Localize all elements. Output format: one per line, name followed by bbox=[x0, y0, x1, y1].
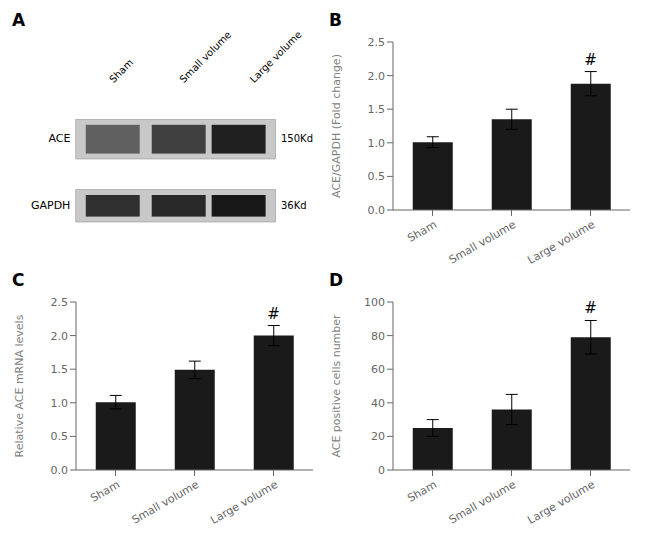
svg-text:Large volume: Large volume bbox=[208, 478, 280, 527]
svg-text:0.0: 0.0 bbox=[368, 204, 386, 217]
svg-text:Large volume: Large volume bbox=[248, 29, 304, 85]
svg-text:60: 60 bbox=[371, 363, 385, 376]
svg-text:ACE positive cells number: ACE positive cells number bbox=[330, 314, 343, 458]
svg-text:100: 100 bbox=[364, 296, 385, 309]
svg-text:#: # bbox=[584, 51, 597, 69]
svg-text:2.5: 2.5 bbox=[368, 36, 386, 49]
svg-text:GAPDH: GAPDH bbox=[31, 199, 70, 212]
html-text:B: B bbox=[329, 10, 342, 30]
svg-text:Relative ACE mRNA levels: Relative ACE mRNA levels bbox=[13, 314, 26, 457]
html-text:C: C bbox=[12, 270, 25, 290]
svg-text:Sham: Sham bbox=[405, 218, 439, 245]
svg-text:0: 0 bbox=[378, 464, 385, 477]
svg-text:2.0: 2.0 bbox=[368, 70, 386, 83]
svg-text:80: 80 bbox=[371, 330, 385, 343]
svg-text:1.0: 1.0 bbox=[368, 137, 386, 150]
svg-text:2.5: 2.5 bbox=[51, 296, 69, 309]
svg-text:0.5: 0.5 bbox=[51, 430, 69, 443]
svg-text:150Kd: 150Kd bbox=[281, 133, 313, 144]
html-text:D: D bbox=[329, 270, 344, 290]
svg-text:#: # bbox=[584, 299, 597, 317]
svg-text:ACE: ACE bbox=[48, 132, 70, 145]
svg-text:2.0: 2.0 bbox=[51, 330, 69, 343]
svg-text:Small volume: Small volume bbox=[177, 29, 233, 85]
svg-text:Sham: Sham bbox=[88, 478, 122, 505]
svg-text:1.5: 1.5 bbox=[368, 103, 386, 116]
svg-text:Sham: Sham bbox=[107, 57, 135, 85]
svg-text:#: # bbox=[267, 305, 280, 323]
svg-text:20: 20 bbox=[371, 430, 385, 443]
svg-text:Sham: Sham bbox=[405, 478, 439, 505]
svg-text:1.0: 1.0 bbox=[51, 397, 69, 410]
svg-text:1.5: 1.5 bbox=[51, 363, 69, 376]
svg-text:40: 40 bbox=[371, 397, 385, 410]
svg-text:ACE/GAPDH (Fold change): ACE/GAPDH (Fold change) bbox=[330, 54, 343, 198]
svg-text:Small volume: Small volume bbox=[447, 218, 518, 267]
svg-text:Small volume: Small volume bbox=[447, 478, 518, 527]
svg-text:Large volume: Large volume bbox=[525, 218, 597, 267]
svg-text:Large volume: Large volume bbox=[525, 478, 597, 527]
svg-text:0.0: 0.0 bbox=[51, 464, 69, 477]
svg-text:0.5: 0.5 bbox=[368, 170, 386, 183]
html-text:A: A bbox=[12, 10, 26, 30]
svg-text:36Kd: 36Kd bbox=[281, 200, 307, 211]
svg-text:Small volume: Small volume bbox=[130, 478, 201, 527]
